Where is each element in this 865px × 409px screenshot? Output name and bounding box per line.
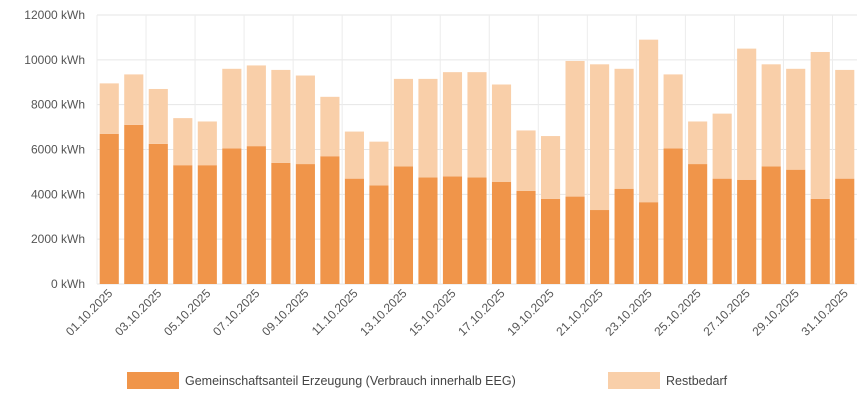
bar-restbedarf[interactable] xyxy=(712,113,732,179)
y-tick-label: 6000 kWh xyxy=(31,143,85,157)
bar-restbedarf[interactable] xyxy=(295,75,315,165)
bar-gemeinschaftsanteil[interactable] xyxy=(810,198,830,284)
x-tick-label: 01.10.2025 xyxy=(63,286,116,339)
bar-gemeinschaftsanteil[interactable] xyxy=(565,196,585,284)
bar-gemeinschaftsanteil[interactable] xyxy=(271,162,291,284)
x-tick-label: 21.10.2025 xyxy=(553,286,606,339)
bar-restbedarf[interactable] xyxy=(810,51,830,199)
bar-restbedarf[interactable] xyxy=(418,78,438,178)
bar-restbedarf[interactable] xyxy=(590,64,610,211)
bar-restbedarf[interactable] xyxy=(663,74,683,149)
bar-restbedarf[interactable] xyxy=(344,131,364,179)
legend-swatch xyxy=(608,372,660,389)
bar-gemeinschaftsanteil[interactable] xyxy=(246,146,266,284)
bar-gemeinschaftsanteil[interactable] xyxy=(222,148,242,284)
bar-gemeinschaftsanteil[interactable] xyxy=(148,143,168,284)
bar-restbedarf[interactable] xyxy=(786,68,806,170)
bar-gemeinschaftsanteil[interactable] xyxy=(761,166,781,284)
bar-restbedarf[interactable] xyxy=(491,84,512,183)
bar-gemeinschaftsanteil[interactable] xyxy=(173,165,193,284)
bar-gemeinschaftsanteil[interactable] xyxy=(491,182,512,284)
bar-gemeinschaftsanteil[interactable] xyxy=(124,124,144,284)
bar-gemeinschaftsanteil[interactable] xyxy=(786,169,806,284)
x-tick-label: 25.10.2025 xyxy=(651,286,704,339)
x-tick-label: 09.10.2025 xyxy=(259,286,312,339)
bar-gemeinschaftsanteil[interactable] xyxy=(467,177,487,284)
y-tick-label: 2000 kWh xyxy=(31,232,85,246)
x-tick-label: 23.10.2025 xyxy=(602,286,655,339)
bar-restbedarf[interactable] xyxy=(369,141,389,186)
legend-item-gemeinschaftsanteil[interactable]: Gemeinschaftsanteil Erzeugung (Verbrauch… xyxy=(127,372,516,389)
bar-gemeinschaftsanteil[interactable] xyxy=(197,165,217,284)
bar-restbedarf[interactable] xyxy=(614,68,634,189)
bar-restbedarf[interactable] xyxy=(565,60,585,197)
x-tick-label: 07.10.2025 xyxy=(210,286,263,339)
legend-item-restbedarf[interactable]: Restbedarf xyxy=(608,372,728,389)
y-tick-label: 4000 kWh xyxy=(31,187,85,201)
bar-gemeinschaftsanteil[interactable] xyxy=(295,164,315,284)
y-tick-label: 0 kWh xyxy=(51,277,85,291)
bar-restbedarf[interactable] xyxy=(271,69,291,163)
x-tick-label: 19.10.2025 xyxy=(504,286,557,339)
y-tick-label: 8000 kWh xyxy=(31,98,85,112)
bar-restbedarf[interactable] xyxy=(124,74,144,125)
bar-restbedarf[interactable] xyxy=(99,83,119,134)
bar-restbedarf[interactable] xyxy=(393,78,414,167)
bar-gemeinschaftsanteil[interactable] xyxy=(540,198,561,284)
bar-gemeinschaftsanteil[interactable] xyxy=(516,190,536,284)
bar-restbedarf[interactable] xyxy=(197,121,217,166)
legend-swatch xyxy=(127,372,179,389)
x-tick-label: 13.10.2025 xyxy=(357,286,410,339)
legend[interactable]: Gemeinschaftsanteil Erzeugung (Verbrauch… xyxy=(127,372,728,389)
bar-gemeinschaftsanteil[interactable] xyxy=(99,133,119,284)
bar-gemeinschaftsanteil[interactable] xyxy=(737,179,757,284)
bar-restbedarf[interactable] xyxy=(246,65,266,147)
bar-restbedarf[interactable] xyxy=(173,118,193,166)
bar-gemeinschaftsanteil[interactable] xyxy=(663,148,683,284)
y-tick-label: 10000 kWh xyxy=(24,53,85,67)
x-tick-label: 05.10.2025 xyxy=(161,286,214,339)
bar-gemeinschaftsanteil[interactable] xyxy=(688,164,708,284)
x-tick-label: 17.10.2025 xyxy=(455,286,508,339)
bar-gemeinschaftsanteil[interactable] xyxy=(344,178,364,284)
bar-restbedarf[interactable] xyxy=(688,121,708,165)
x-tick-label: 15.10.2025 xyxy=(406,286,459,339)
bar-gemeinschaftsanteil[interactable] xyxy=(369,185,389,284)
bar-restbedarf[interactable] xyxy=(442,72,463,177)
x-axis-tick-labels: 01.10.202503.10.202505.10.202507.10.2025… xyxy=(63,286,851,339)
bar-gemeinschaftsanteil[interactable] xyxy=(320,156,340,284)
bars xyxy=(99,39,855,284)
x-tick-label: 31.10.2025 xyxy=(798,286,851,339)
x-tick-label: 29.10.2025 xyxy=(749,286,802,339)
bar-gemeinschaftsanteil[interactable] xyxy=(639,202,659,284)
x-tick-label: 27.10.2025 xyxy=(700,286,753,339)
bar-gemeinschaftsanteil[interactable] xyxy=(835,178,855,284)
x-tick-label: 03.10.2025 xyxy=(112,286,165,339)
bar-gemeinschaftsanteil[interactable] xyxy=(418,177,438,284)
bar-gemeinschaftsanteil[interactable] xyxy=(590,210,610,284)
bar-restbedarf[interactable] xyxy=(516,130,536,191)
bar-restbedarf[interactable] xyxy=(737,48,757,180)
bar-restbedarf[interactable] xyxy=(148,88,168,144)
y-axis-tick-labels: 0 kWh 2000 kWh 4000 kWh 6000 kWh 8000 kWh 100… xyxy=(24,8,85,291)
bar-restbedarf[interactable] xyxy=(222,68,242,149)
bar-restbedarf[interactable] xyxy=(467,72,487,178)
bar-gemeinschaftsanteil[interactable] xyxy=(712,178,732,284)
bar-gemeinschaftsanteil[interactable] xyxy=(393,166,414,284)
bar-restbedarf[interactable] xyxy=(761,64,781,167)
bar-restbedarf[interactable] xyxy=(639,39,659,203)
bar-gemeinschaftsanteil[interactable] xyxy=(614,188,634,284)
x-tick-label: 11.10.2025 xyxy=(309,286,361,338)
legend-label: Gemeinschaftsanteil Erzeugung (Verbrauch… xyxy=(185,374,516,388)
legend-label: Restbedarf xyxy=(666,374,728,388)
bar-restbedarf[interactable] xyxy=(540,136,561,199)
bar-restbedarf[interactable] xyxy=(320,96,340,157)
y-tick-label: 12000 kWh xyxy=(24,8,85,22)
bar-restbedarf[interactable] xyxy=(835,69,855,179)
bar-gemeinschaftsanteil[interactable] xyxy=(442,176,463,284)
